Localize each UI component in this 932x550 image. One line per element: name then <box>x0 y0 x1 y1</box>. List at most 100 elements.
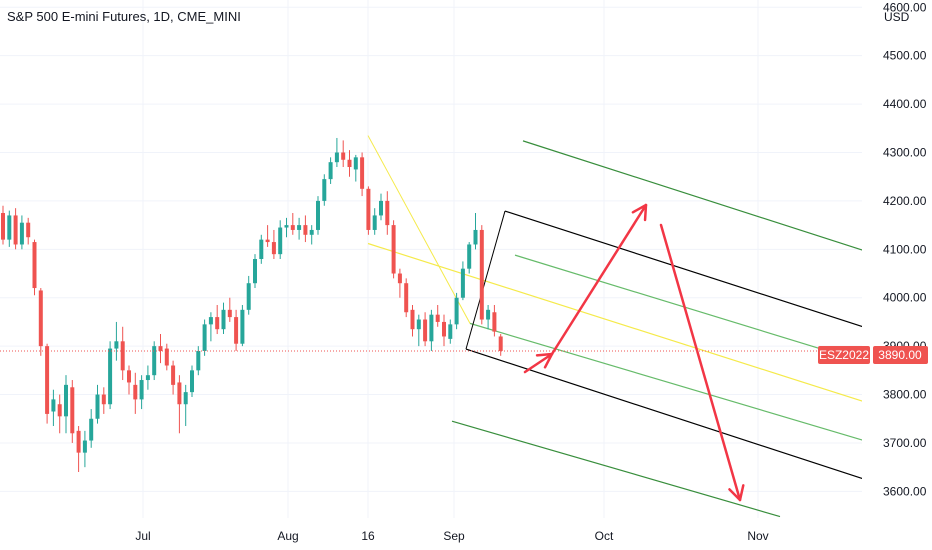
candle-body <box>253 259 257 284</box>
candle-body <box>1 213 5 240</box>
candle-body <box>76 430 81 453</box>
candle-body <box>271 242 276 255</box>
candle-body <box>240 309 245 344</box>
candle-body <box>353 157 358 170</box>
y-tick-label: 4200.00 <box>883 194 927 208</box>
chart-title: S&P 500 E-mini Futures, 1D, CME_MINI <box>7 9 241 24</box>
candle-body <box>265 239 270 243</box>
candle-body <box>410 309 415 330</box>
candle-body <box>183 392 188 405</box>
candle-body <box>486 309 491 320</box>
arrow-up <box>550 203 648 356</box>
currency-label: USD <box>884 10 910 24</box>
candle-body <box>208 317 213 325</box>
x-tick-label: Oct <box>595 529 614 543</box>
price-axis-panel <box>862 0 932 550</box>
x-tick-label: Aug <box>277 529 298 543</box>
candle-body <box>120 341 125 371</box>
arrow-down <box>659 223 742 502</box>
candle-body <box>26 222 31 238</box>
candle-body <box>158 346 163 351</box>
channel-lower-outer <box>451 420 781 518</box>
candle-body <box>341 152 346 160</box>
arrow-down-head <box>728 484 745 502</box>
candle-body <box>19 222 24 245</box>
candle-body <box>492 312 497 332</box>
candle-body <box>498 336 503 351</box>
candle-body <box>372 215 377 230</box>
candle-body <box>429 314 434 342</box>
projection-arrows <box>523 203 745 502</box>
y-tick-label: 3700.00 <box>883 436 927 450</box>
candle-body <box>297 225 302 230</box>
candle-body <box>51 399 56 412</box>
x-tick-label: Sep <box>443 529 465 543</box>
channel-upper-base <box>504 210 873 331</box>
y-tick-label: 4500.00 <box>883 49 927 63</box>
candle-body <box>278 227 283 255</box>
y-tick-label: 4400.00 <box>883 97 927 111</box>
grid-lines <box>0 0 862 518</box>
y-tick-label: 4300.00 <box>883 145 927 159</box>
regression-channel <box>367 135 873 518</box>
channel-median <box>367 242 873 405</box>
candle-body <box>467 244 472 269</box>
candlestick-series <box>1 137 503 473</box>
candle-body <box>227 309 232 318</box>
channel-anchor <box>465 210 506 350</box>
x-tick-label: Jul <box>135 529 150 543</box>
candle-body <box>360 157 365 189</box>
candle-body <box>316 200 320 230</box>
candle-body <box>64 384 68 417</box>
candle-body <box>108 348 113 405</box>
candle-body <box>479 229 484 320</box>
last-price-badge: 3890.00 <box>873 346 928 364</box>
candle-body <box>196 350 201 371</box>
candle-body <box>379 200 383 216</box>
price-axis: 4600.00 4500.00 4400.00 4300.00 4200.00 4100.… <box>883 0 927 498</box>
candle-body <box>460 268 465 298</box>
candle-body <box>290 225 295 230</box>
x-tick-label: Nov <box>747 529 768 543</box>
candle-body <box>442 321 446 337</box>
candle-body <box>152 346 157 376</box>
candle-body <box>246 283 251 310</box>
channel-upper-inner <box>514 254 873 366</box>
candle-body <box>164 348 169 366</box>
candle-body <box>133 384 138 400</box>
candle-body <box>303 225 308 235</box>
candle-body <box>334 152 339 163</box>
candle-body <box>7 215 12 240</box>
candle-body <box>45 346 50 414</box>
arrow-bounce-head <box>535 352 554 369</box>
y-tick-label: 4100.00 <box>883 242 927 256</box>
arrow-up-head <box>631 203 648 222</box>
candle-body <box>416 319 421 330</box>
candle-body <box>234 317 239 344</box>
candle-body <box>57 404 62 417</box>
candle-body <box>284 225 289 228</box>
candle-body <box>259 239 264 259</box>
candle-body <box>215 317 220 330</box>
symbol-badge-label: ESZ2022 <box>819 348 869 362</box>
candle-body <box>101 394 106 405</box>
candle-body <box>328 162 333 180</box>
y-tick-label: 3600.00 <box>883 484 927 498</box>
candle-body <box>435 314 440 322</box>
symbol-badge[interactable]: ESZ2022 <box>818 346 870 364</box>
arrow-bounce <box>523 352 554 374</box>
last-price-label: 3890.00 <box>878 348 922 362</box>
candle-body <box>404 283 409 313</box>
x-tick-label: 16 <box>361 529 375 543</box>
candle-body <box>391 225 396 274</box>
candle-body <box>454 297 459 325</box>
y-tick-label: 4600.00 <box>883 0 927 14</box>
candle-body <box>139 380 144 400</box>
candle-body <box>423 319 428 342</box>
y-tick-label: 4000.00 <box>883 291 927 305</box>
channel-lower-base <box>465 348 873 483</box>
candle-body <box>190 370 194 393</box>
candle-body <box>38 290 43 347</box>
candle-body <box>82 440 87 453</box>
candle-body <box>32 242 37 289</box>
